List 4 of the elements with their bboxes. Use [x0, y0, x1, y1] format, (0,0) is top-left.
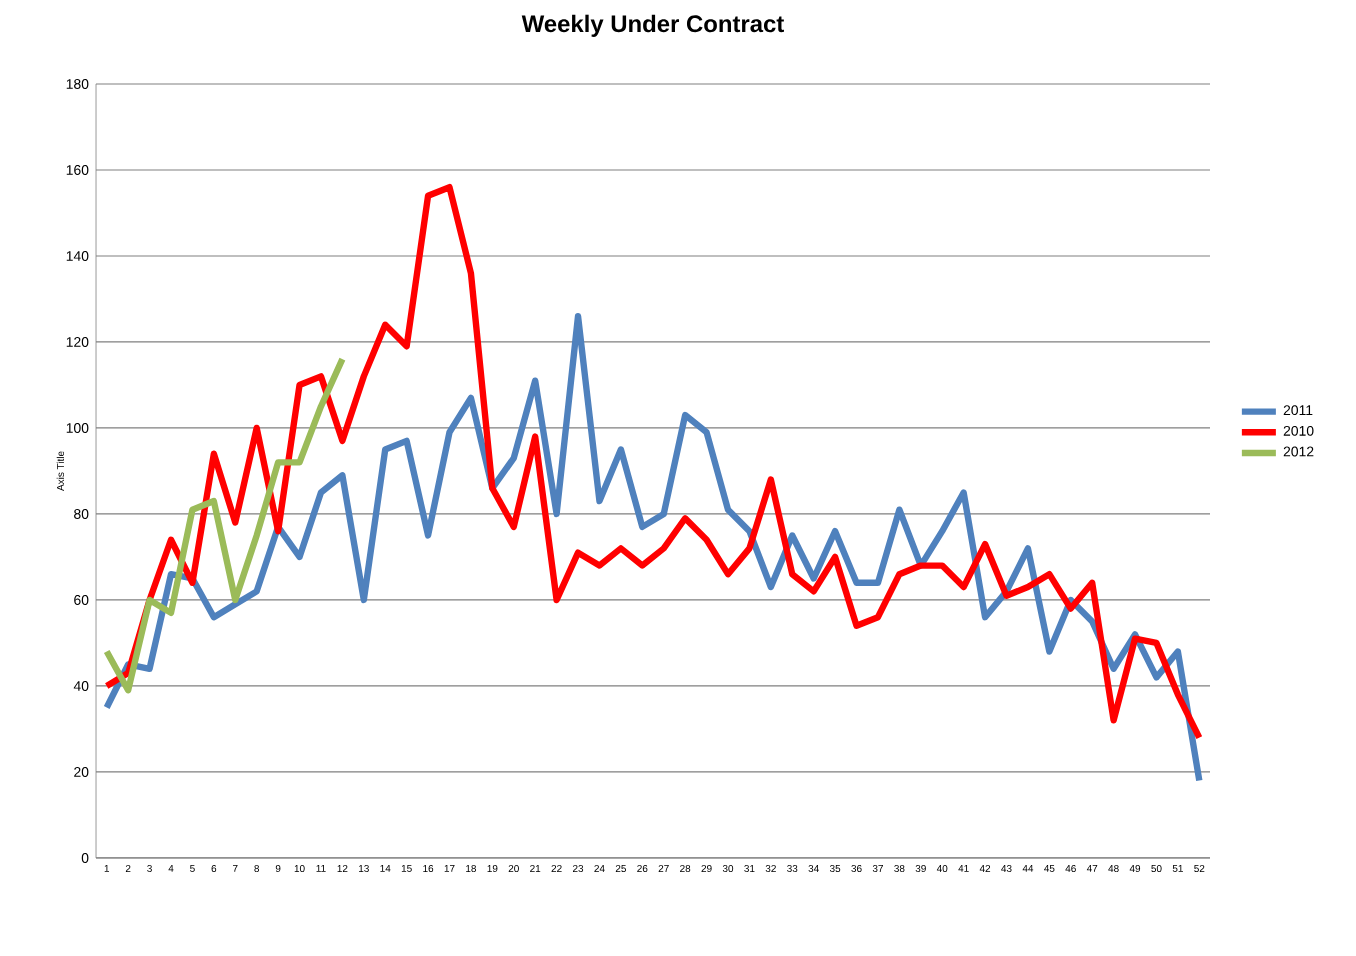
chart-title: Weekly Under Contract	[521, 14, 784, 37]
line-series	[103, 355, 346, 694]
line-series	[103, 183, 1203, 741]
line-series	[103, 312, 1203, 784]
